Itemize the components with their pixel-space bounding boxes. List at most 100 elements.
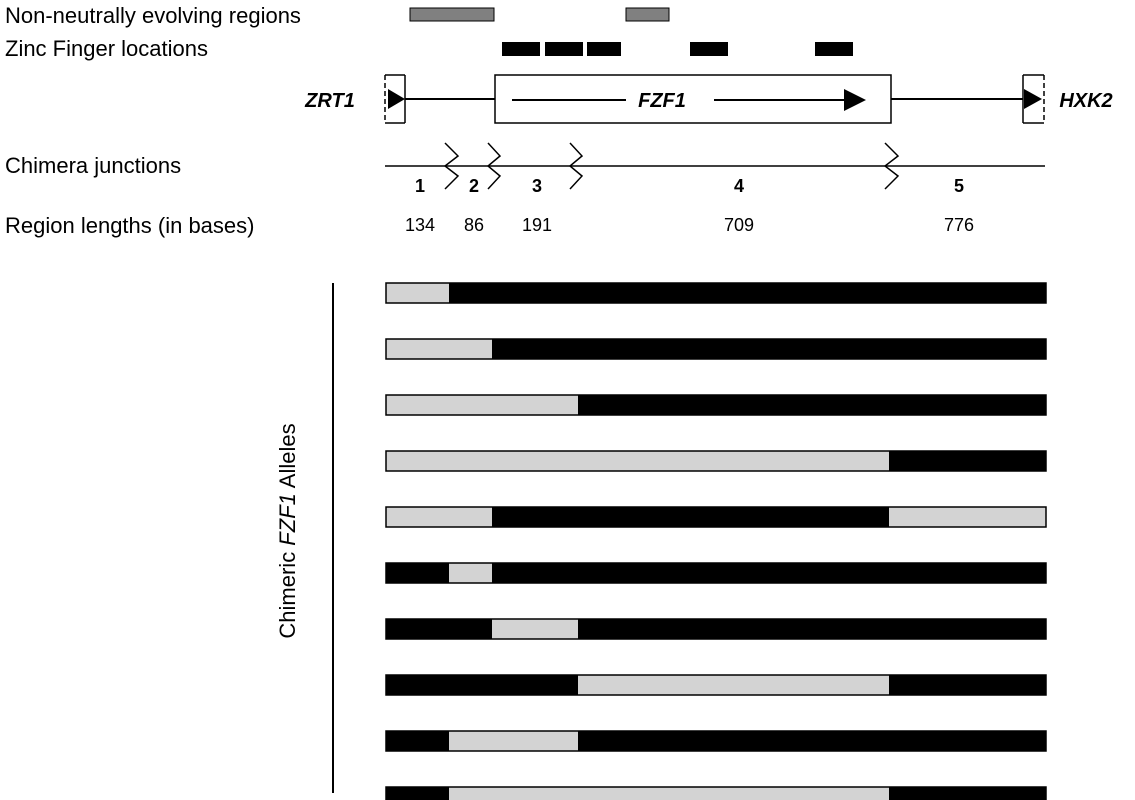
region-number: 1 [415,176,425,196]
allele-outline [385,562,1047,584]
allele-segment-dark [386,619,449,639]
allele-segment-light [492,787,578,800]
allele-segment-dark [386,563,449,583]
fzf1-arrow-icon [844,89,866,111]
region-length: 191 [522,215,552,235]
region-length: 776 [944,215,974,235]
allele-segment-dark [449,675,492,695]
allele-segment-dark [578,283,889,303]
allele-segment-dark [386,731,449,751]
junction-mark [486,142,502,190]
allele-segment-light [449,787,492,800]
allele-segment-dark [889,395,1046,415]
allele-bar [385,786,1047,800]
allele-segment-light [492,619,578,639]
allele-segment-light [492,395,578,415]
allele-bars [385,282,1047,800]
zinc-finger-block [815,42,853,56]
zinc-finger-label: Zinc Finger locations [5,36,208,61]
allele-segment-light [386,283,449,303]
chimera-junctions-label: Chimera junctions [5,153,181,178]
allele-segment-dark [889,675,1046,695]
allele-segment-dark [889,283,1046,303]
zinc-finger-block [587,42,621,56]
allele-segment-light [449,339,492,359]
junction-mark [443,142,460,190]
allele-segment-light [889,507,1046,527]
allele-outline [385,730,1047,752]
allele-bar [385,506,1047,528]
allele-segment-light [578,675,889,695]
region-number: 2 [469,176,479,196]
allele-segment-light [578,451,889,471]
region-number: 4 [734,176,744,196]
allele-segment-dark [386,675,449,695]
allele-segment-dark [889,731,1046,751]
hxk2-gene-label: HXK2 [1059,90,1112,112]
allele-outline [385,394,1047,416]
allele-segment-light [492,451,578,471]
allele-segment-dark [578,507,889,527]
allele-bar [385,282,1047,304]
allele-segment-dark [578,563,889,583]
region-lengths-label: Region lengths (in bases) [5,213,254,238]
allele-segment-light [386,507,449,527]
gene-map: FZF1 ZRT1 HXK2 [304,74,1113,124]
allele-segment-dark [889,339,1046,359]
non-neutral-region [409,7,495,22]
allele-segment-dark [889,787,1046,800]
fzf1-gene-label: FZF1 [638,90,686,112]
allele-segment-light [449,507,492,527]
allele-outline [385,506,1047,528]
allele-segment-dark [449,619,492,639]
region-number: 3 [532,176,542,196]
zinc-finger-block [502,42,540,56]
region-length: 134 [405,215,435,235]
allele-outline [385,786,1047,800]
allele-segment-light [386,339,449,359]
allele-bar [385,394,1047,416]
allele-segment-light [449,731,492,751]
region-length: 709 [724,215,754,235]
allele-segment-light [578,787,889,800]
allele-segment-dark [889,563,1046,583]
zrt1-gene-label: ZRT1 [304,90,355,112]
zrt1-bracket [384,74,406,124]
chimera-junction-line [385,142,1045,190]
zrt1-arrow-icon [388,89,405,109]
non-neutral-label: Non-neutrally evolving regions [5,3,301,28]
allele-segment-light [386,395,449,415]
allele-segment-dark [578,619,889,639]
allele-segment-dark [492,339,578,359]
allele-segment-dark [492,283,578,303]
alleles-axis-label: Chimeric FZF1 Alleles [275,423,300,638]
allele-outline [385,450,1047,472]
allele-segment-light [449,395,492,415]
allele-segment-light [449,451,492,471]
allele-bar [385,562,1047,584]
allele-bar [385,730,1047,752]
allele-segment-dark [578,339,889,359]
hxk2-bracket [1022,74,1045,124]
junction-mark [883,142,900,190]
allele-segment-dark [386,787,449,800]
allele-outline [385,674,1047,696]
zinc-finger-block [545,42,583,56]
non-neutral-region [625,7,670,22]
allele-segment-dark [492,563,578,583]
allele-outline [385,282,1047,304]
allele-bar [385,674,1047,696]
allele-segment-dark [578,731,889,751]
junction-mark [568,142,584,190]
allele-bar [385,618,1047,640]
allele-segment-dark [889,451,1046,471]
zinc-finger-block [690,42,728,56]
allele-segment-dark [889,619,1046,639]
allele-segment-light [386,451,449,471]
allele-bar [385,450,1047,472]
allele-segment-light [449,563,492,583]
allele-outline [385,618,1047,640]
allele-segment-light [492,731,578,751]
allele-segment-dark [449,283,492,303]
